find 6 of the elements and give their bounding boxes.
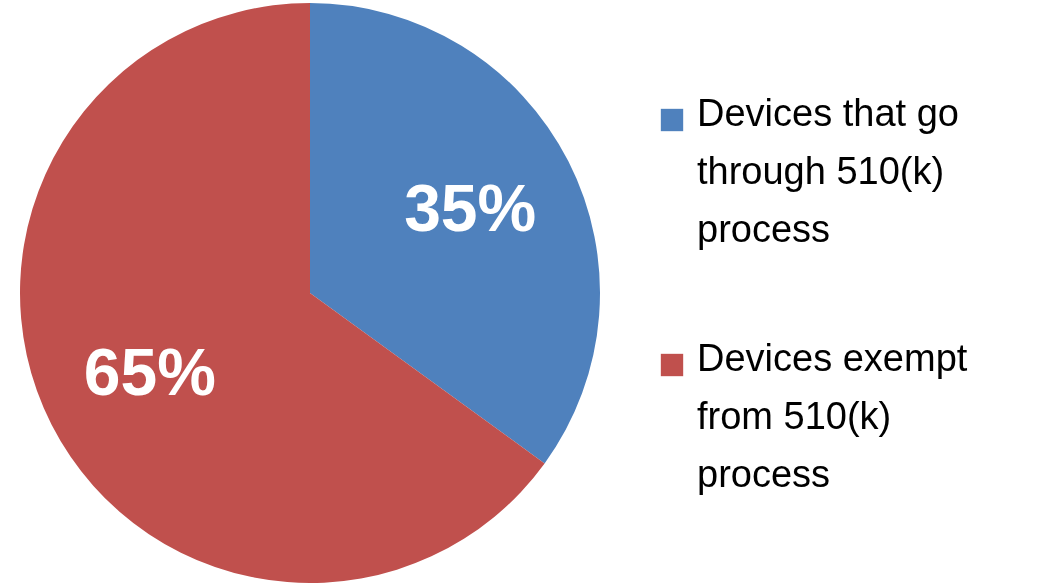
legend-label: Devices exempt from 510(k) process bbox=[697, 337, 968, 495]
data-label: 65% bbox=[83, 334, 216, 409]
pie-slice bbox=[310, 3, 600, 464]
pie-slice bbox=[20, 3, 545, 583]
legend-label: Devices that go through 510(k) process bbox=[697, 92, 959, 250]
data-label: 35% bbox=[404, 171, 537, 246]
